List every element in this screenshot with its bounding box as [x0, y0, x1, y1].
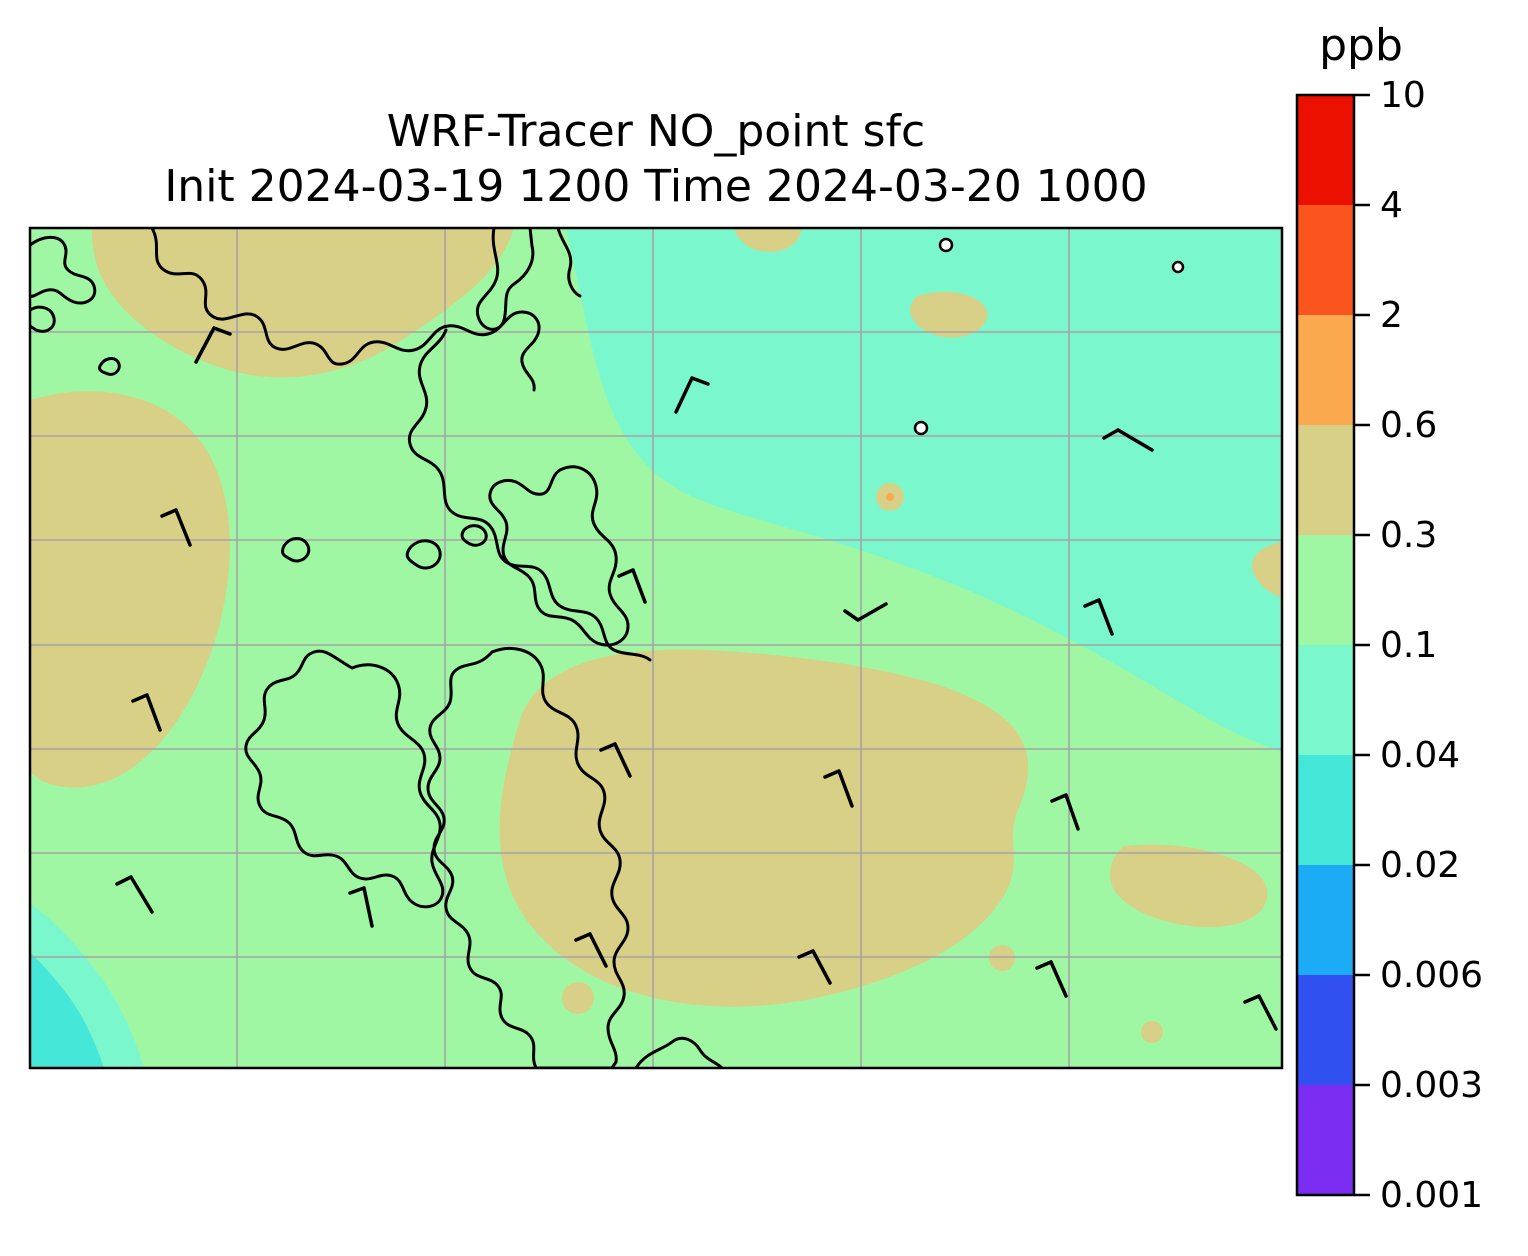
colorbar-tick-label: 0.006 [1380, 955, 1483, 996]
colorbar-tick-label: 0.04 [1380, 735, 1460, 776]
colorbar-tick-label: 0.001 [1380, 1175, 1483, 1216]
calm-wind-circles [913, 237, 1185, 436]
colorbar-tick-label: 0.3 [1380, 515, 1437, 556]
fill-band-0.02-0.04-southwest-corner [30, 952, 104, 1068]
map-panel [30, 228, 1282, 1068]
colorbar-tick-label: 0.003 [1380, 1065, 1483, 1106]
coastlines [30, 228, 724, 1068]
fill-band-hot-spot [886, 493, 894, 501]
colorbar-tick-label: 0.02 [1380, 845, 1460, 886]
concentration-fill-regions [30, 228, 1282, 1068]
fill-band-0.3-0.6-blob-1 [562, 982, 594, 1014]
fill-band-0.3-0.6-north-land [92, 228, 514, 378]
colorbar-segment [1297, 1085, 1354, 1195]
colorbar: ppb 10 [1295, 20, 1483, 1216]
fill-band-0.3-0.6-top-edge-patch [734, 228, 802, 252]
colorbar-segment [1297, 535, 1354, 645]
plot-title: WRF-Tracer NO_point sfc [387, 106, 925, 157]
wind-barbs [115, 326, 1278, 1031]
colorbar-tick-label: 4 [1380, 185, 1403, 226]
colorbar-segment [1297, 95, 1354, 205]
colorbar-segment [1297, 425, 1354, 535]
fill-band-0.04-0.1-southwest-band [30, 903, 144, 1068]
fill-band-0.3-0.6-top-small-patch [910, 291, 988, 338]
plot-subtitle: Init 2024-03-19 1200 Time 2024-03-20 100… [164, 161, 1147, 212]
colorbar-tick-labels: 10 4 2 0.6 0.3 0.1 0.04 0.02 0.006 0.003… [1380, 75, 1483, 1216]
colorbar-segment [1297, 205, 1354, 315]
fill-band-0.3-0.6-blob-2 [989, 945, 1015, 971]
fill-band-0.3-0.6-right-edge-sliver [1251, 542, 1282, 598]
fill-band-0.3-0.6-central-lobe [499, 649, 1029, 1007]
colorbar-segment [1297, 865, 1354, 975]
colorbar-tick-label: 10 [1380, 75, 1426, 116]
colorbar-segment [1297, 315, 1354, 425]
fill-band-0.04-0.1-northeast [566, 228, 1282, 752]
fill-band-0.3-0.6-blob-3 [1141, 1021, 1163, 1043]
colorbar-unit-label: ppb [1319, 20, 1403, 71]
colorbar-tick-label: 0.1 [1380, 625, 1437, 666]
fill-band-0.3-0.6-west-lobe [30, 391, 230, 788]
latlon-gridlines [30, 228, 1282, 1068]
map-border [28, 226, 1284, 1070]
colorbar-tickmarks [1354, 93, 1370, 1197]
colorbar-segment [1297, 755, 1354, 865]
colorbar-tick-label: 2 [1380, 295, 1403, 336]
colorbar-segment [1297, 645, 1354, 755]
fill-band-0.3-0.6-right-patch [1109, 844, 1268, 928]
colorbar-tick-label: 0.6 [1380, 405, 1437, 446]
colorbar-segment [1297, 975, 1354, 1085]
colorbar-segments [1297, 95, 1354, 1195]
